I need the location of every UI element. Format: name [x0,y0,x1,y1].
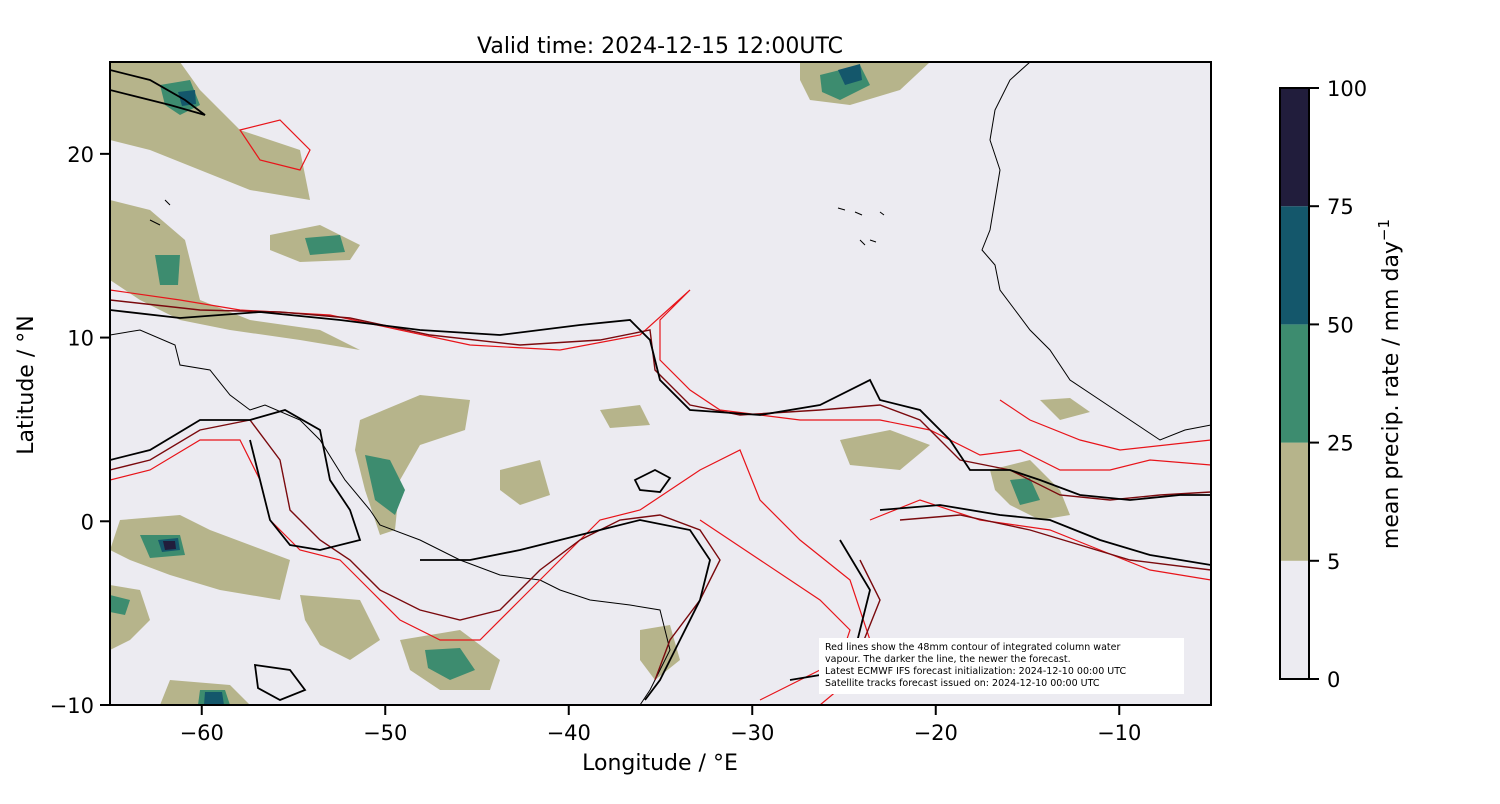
wv-contour-new [633,468,672,493]
x-tick-label: −40 [547,721,591,745]
coastline-islands [149,199,885,246]
precip-patch [155,255,180,285]
map-frame [109,61,1212,706]
precip-patch [600,405,650,428]
precip-patch [425,648,475,680]
wv-contour-new [110,309,1211,501]
precip-fields [110,62,1090,705]
precip-patch [163,541,176,550]
wv-contour-old [110,439,871,705]
colorbar-tick-label: 0 [1327,668,1340,692]
wv-contour-new [879,504,1211,566]
y-axis: −10 0 10 20 [50,143,110,718]
coastline-africa [981,62,1211,441]
x-tick-label: −60 [180,721,224,745]
colorbar-segment [1280,560,1309,679]
y-tick-label: 0 [81,510,94,534]
x-tick-label: −30 [730,721,774,745]
x-tick-label: −50 [363,721,407,745]
annotation-box: Red lines show the 48mm contour of integ… [819,638,1184,694]
y-tick-label: 20 [67,143,94,167]
colorbar-label-text: mean precip. rate / mm day [1379,241,1404,549]
precip-patch [300,595,380,660]
colorbar-segment [1280,324,1309,443]
colorbar-label-sup: −1 [1375,219,1393,241]
precip-patch [838,64,862,85]
precip-patch [305,235,345,255]
wv-contour-mid [899,514,1211,571]
colorbar-tick-label: 75 [1327,195,1354,219]
wv-contour-new [420,519,711,701]
annotation-line: Satellite tracks forecast issued on: 202… [825,678,1100,689]
precip-patch [110,595,130,615]
annotation-line: vapour. The darker the line, the newer t… [825,654,1071,665]
colorbar-tick-label: 50 [1327,313,1354,337]
wv-contour-old [699,519,851,701]
precip-patch [110,200,360,350]
wv-contour-old [239,119,311,171]
wv-contour-old [999,399,1211,451]
coastlines [110,62,1211,705]
colorbar-tick-label: 25 [1327,432,1354,456]
y-tick-label: −10 [50,694,94,718]
precip-patch [204,692,224,705]
wv-contour-new [110,69,206,116]
x-tick-label: −20 [914,721,958,745]
precip-patch [1040,398,1090,420]
colorbar-tick-label: 5 [1327,550,1340,574]
annotation-line: Latest ECMWF IFS forecast initialization… [825,666,1126,677]
wv-contour-new [253,663,307,701]
precip-patch [365,455,405,515]
wv-contour-mid [110,299,1211,501]
colorbar-segment [1280,88,1309,207]
x-tick-label: −10 [1097,721,1141,745]
y-tick-label: 10 [67,327,94,351]
colorbar: 0 5 25 50 75 100 [1279,77,1367,692]
precip-patch [1010,478,1040,505]
y-axis-label: Latitude / °N [14,315,39,454]
colorbar-segment [1280,206,1309,325]
precip-patch [500,460,550,505]
colorbar-label: mean precip. rate / mm day−1 [1375,219,1404,549]
colorbar-tick-label: 100 [1327,77,1367,101]
annotation-line: Red lines show the 48mm contour of integ… [825,642,1120,653]
colorbar-segment [1280,442,1309,561]
wv-contour-new [110,409,362,551]
wv-contour-mid [110,419,721,681]
precip-patch [640,625,680,680]
colorbar-frame [1279,87,1310,680]
wv-contour-old [869,499,1211,581]
precip-patch [178,90,196,106]
precip-patch [840,430,930,470]
x-axis-label: Longitude / °E [582,751,738,776]
annotation-background [819,638,1184,694]
precip-patch [110,62,310,200]
coastline-south-america [110,329,671,705]
map-title: Valid time: 2024-12-15 12:00UTC [477,34,843,59]
map-area [110,62,1211,705]
x-axis: −60 −50 −40 −30 −20 −10 [180,705,1141,745]
